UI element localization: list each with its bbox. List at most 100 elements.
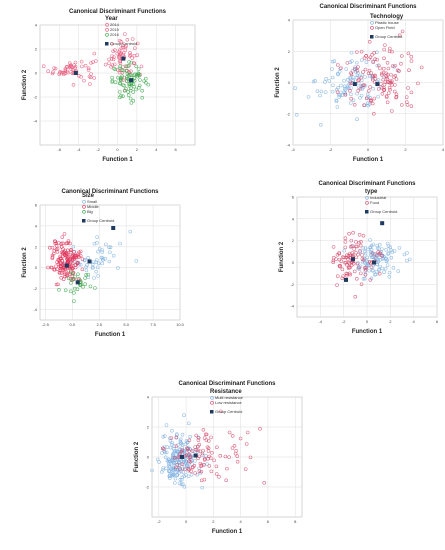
data-point bbox=[138, 78, 142, 82]
data-point bbox=[349, 96, 353, 101]
data-point bbox=[357, 233, 362, 237]
data-point bbox=[172, 451, 176, 456]
data-point bbox=[180, 433, 185, 437]
chart-type: Canonical Discriminant Functions -4 -2 0 2 4 6… bbox=[225, 175, 445, 350]
data-point bbox=[390, 83, 394, 87]
x-tick-label: 6 bbox=[175, 147, 178, 152]
group-centroid-marker bbox=[87, 259, 92, 264]
data-point bbox=[379, 82, 383, 86]
data-point bbox=[173, 476, 178, 481]
data-point bbox=[162, 447, 166, 451]
data-point bbox=[369, 243, 374, 248]
data-point bbox=[405, 103, 410, 107]
data-point bbox=[386, 252, 390, 256]
data-point bbox=[110, 63, 115, 67]
data-point bbox=[144, 81, 148, 85]
data-point bbox=[364, 96, 369, 101]
data-point bbox=[330, 89, 335, 94]
y-tick-label: -4 bbox=[33, 307, 37, 312]
data-point bbox=[119, 77, 123, 82]
data-point bbox=[164, 466, 169, 471]
x-tick-label: -4 bbox=[77, 147, 81, 152]
legend-entry: Big bbox=[87, 209, 93, 214]
data-point bbox=[348, 88, 352, 93]
series-2016 bbox=[110, 60, 151, 105]
data-point bbox=[342, 78, 346, 83]
x-tick-label: 2.5 bbox=[96, 322, 102, 327]
data-point bbox=[127, 71, 132, 75]
data-point bbox=[389, 72, 393, 77]
data-point bbox=[376, 87, 381, 91]
chart-title: Canonical Discriminant Functions bbox=[319, 4, 417, 10]
data-point bbox=[69, 250, 73, 254]
data-point bbox=[182, 413, 186, 417]
chart-title: Canonical Discriminant Functions bbox=[178, 381, 276, 387]
group-centroid-marker bbox=[121, 56, 126, 61]
data-point bbox=[172, 449, 177, 453]
data-point bbox=[103, 62, 108, 67]
group-centroid-marker bbox=[73, 71, 78, 75]
legend-entry: Open Field bbox=[375, 25, 395, 30]
data-point bbox=[57, 288, 61, 292]
data-point bbox=[66, 240, 71, 245]
data-point bbox=[192, 464, 197, 468]
series-middle bbox=[46, 232, 85, 287]
data-point bbox=[107, 245, 111, 250]
data-point bbox=[319, 89, 324, 94]
series-low-resistance bbox=[160, 409, 266, 485]
data-point bbox=[94, 269, 98, 274]
data-point bbox=[84, 273, 88, 277]
data-point bbox=[180, 448, 185, 452]
data-point bbox=[58, 264, 63, 268]
data-point bbox=[101, 257, 105, 262]
data-point bbox=[123, 32, 127, 36]
data-point bbox=[397, 69, 401, 73]
data-point bbox=[350, 59, 354, 63]
x-tick-label: 0 bbox=[367, 147, 370, 152]
data-point bbox=[368, 278, 373, 282]
data-point bbox=[345, 272, 350, 276]
data-point bbox=[54, 264, 58, 269]
y-tick-label: -2 bbox=[33, 95, 37, 100]
data-point bbox=[394, 77, 399, 81]
legend-marker bbox=[370, 20, 374, 25]
data-point bbox=[354, 250, 358, 255]
data-point bbox=[374, 253, 379, 258]
legend-centroid-label: Group Centroid bbox=[375, 34, 402, 39]
data-point bbox=[359, 49, 364, 54]
data-point bbox=[144, 76, 148, 81]
data-point bbox=[238, 436, 243, 441]
data-point bbox=[358, 249, 362, 253]
y-tick-label: 2 bbox=[288, 49, 291, 54]
data-point bbox=[387, 80, 391, 85]
data-point bbox=[73, 286, 77, 291]
data-point bbox=[293, 86, 297, 90]
data-point bbox=[235, 454, 239, 458]
data-point bbox=[121, 68, 126, 73]
data-point bbox=[377, 251, 382, 256]
data-point bbox=[390, 49, 394, 54]
data-point bbox=[245, 430, 250, 435]
data-point bbox=[124, 44, 128, 48]
data-point bbox=[378, 66, 382, 71]
data-point bbox=[349, 72, 354, 77]
data-point bbox=[367, 40, 372, 44]
x-tick-label: 4 bbox=[442, 147, 445, 152]
data-point bbox=[137, 83, 142, 88]
data-point bbox=[83, 282, 87, 286]
data-point bbox=[335, 87, 339, 92]
x-tick-label: -2 bbox=[342, 319, 346, 324]
data-point bbox=[419, 65, 424, 70]
data-point bbox=[112, 55, 116, 59]
data-point bbox=[217, 475, 221, 479]
data-point bbox=[363, 75, 367, 79]
data-point bbox=[69, 265, 74, 269]
data-point bbox=[356, 78, 360, 83]
legend-marker bbox=[105, 27, 109, 32]
data-point bbox=[235, 459, 240, 464]
data-point bbox=[69, 260, 73, 265]
data-point bbox=[172, 446, 176, 451]
data-point bbox=[196, 448, 200, 453]
data-point bbox=[363, 273, 368, 277]
x-tick-label: -2.5 bbox=[42, 322, 50, 327]
